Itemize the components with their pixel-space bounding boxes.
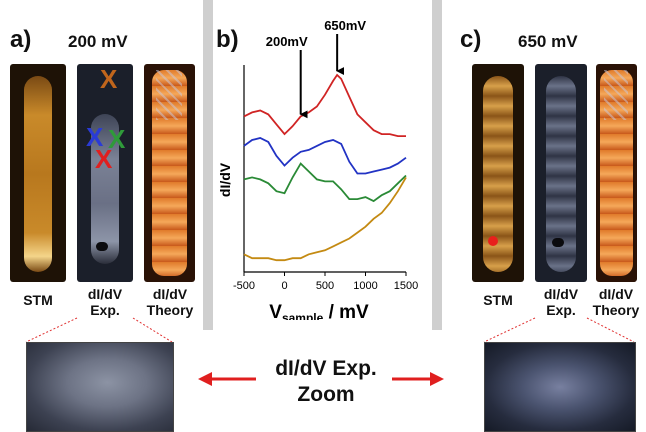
zoom-label-line2: Zoom [297, 383, 355, 406]
panel-c-exp-image [535, 64, 587, 282]
panel-c-theory-caption-2: Theory [592, 302, 640, 318]
mark-x-orange: X [100, 64, 118, 94]
chart-annotation-label-0: 200mV [266, 34, 308, 49]
panel-c-label: c) [460, 26, 482, 53]
panel-a-stm-caption: STM [23, 292, 53, 308]
zoom-guide-right-a [132, 317, 173, 343]
zoom-image-650mv [484, 342, 636, 432]
panel-a-stm-image [10, 64, 66, 282]
panel-c-theory-caption-1: dI/dV [598, 286, 634, 302]
panel-a-label: a) [10, 26, 32, 53]
chart-xlabel-unit: / mV [323, 302, 369, 320]
panel-a-exp-image [77, 64, 133, 282]
zoom-arrow-right [392, 372, 444, 386]
panel-a-bias: 200 mV [68, 32, 128, 51]
panel-c-stm-caption: STM [483, 292, 513, 308]
chart-x-tick-label: 500 [316, 280, 334, 292]
zoom-image-200mv [26, 342, 174, 432]
mark-x-green: X [108, 124, 126, 154]
chart-ylabel: dI/dV [217, 162, 233, 197]
chart-series-line-0 [243, 73, 406, 137]
chart-series-line-3 [243, 176, 407, 262]
panel-c-stm-image [472, 64, 524, 282]
panel-a-exp-caption-1: dI/dV [87, 286, 123, 302]
zoom-guide-left-a [25, 317, 78, 343]
divider-left [203, 0, 213, 330]
panel-c-exp-caption-1: dI/dV [543, 286, 579, 302]
chart-x-tick-label: 0 [281, 280, 287, 292]
divider-right [432, 0, 442, 330]
mark-x-red: X [95, 144, 113, 174]
chart-x-tick-label: -500 [233, 280, 255, 292]
panel-c-bias: 650 mV [518, 32, 578, 51]
chart-annotation-label-1: 650mV [324, 20, 366, 33]
panel-c-exp-caption-2: Exp. [546, 302, 576, 318]
panel-a-theory-image [144, 64, 195, 282]
chart-x-tick-label: 1500 [394, 280, 418, 292]
chart-xlabel-main: V [269, 302, 282, 320]
chart-series-line-1 [243, 137, 407, 175]
zoom-guide-left-c [483, 317, 536, 343]
mark-x-blue: X [86, 122, 104, 152]
spectra-chart: -500 0 500 1000 1500 200mV 650mV dI/dV Vsample… [217, 20, 418, 320]
chart-xlabel-sub: sample [282, 311, 324, 320]
panel-a-theory-caption-1: dI/dV [152, 286, 188, 302]
chart-x-tick-label: 1000 [353, 280, 377, 292]
panel-a-exp-caption-2: Exp. [90, 302, 120, 318]
chart-series-line-2 [243, 162, 407, 203]
panel-a-theory-caption-2: Theory [146, 302, 194, 318]
zoom-arrow-left [198, 372, 256, 386]
zoom-label-line1: dI/dV Exp. [275, 357, 377, 380]
panel-c-theory-image [596, 64, 637, 282]
chart-xlabel: Vsample / mV [269, 302, 369, 320]
panel-b-label: b) [216, 26, 239, 53]
zoom-guide-right-c [586, 317, 635, 343]
